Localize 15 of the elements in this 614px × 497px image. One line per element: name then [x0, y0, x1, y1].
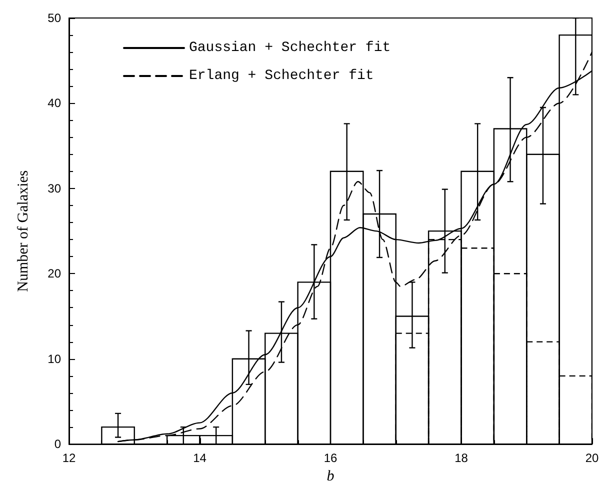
y-tick-label: 30	[48, 181, 62, 196]
x-axis-title: b	[326, 468, 335, 484]
y-tick-label: 0	[54, 437, 62, 452]
x-tick-label: 14	[193, 451, 207, 466]
y-tick-label: 40	[48, 96, 62, 110]
x-tick-label: 16	[324, 451, 338, 466]
y-axis-title: Number of Galaxies	[16, 170, 32, 292]
x-tick-label: 20	[585, 451, 599, 466]
legend-label: Erlang + Schechter fit	[189, 68, 374, 84]
x-tick-label: 18	[454, 451, 468, 466]
legend-label: Gaussian + Schechter fit	[189, 40, 391, 56]
x-tick-label: 12	[62, 451, 76, 466]
y-tick-label: 50	[48, 11, 62, 25]
y-tick-label: 20	[48, 266, 62, 281]
y-tick-label: 10	[48, 352, 62, 366]
